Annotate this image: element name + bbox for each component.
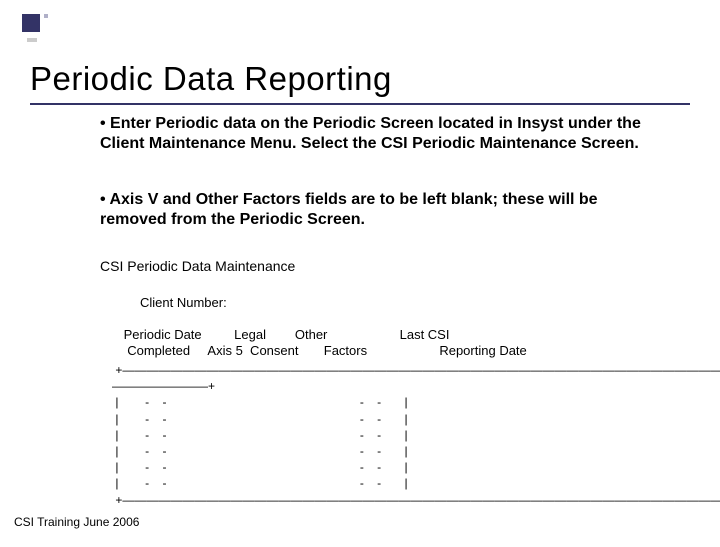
- table-column-headers: Periodic Date Legal Other Last CSI Compl…: [120, 327, 680, 360]
- bullet-1: • Enter Periodic data on the Periodic Sc…: [100, 114, 660, 155]
- client-number-label: Client Number:: [140, 295, 227, 310]
- footer-text: CSI Training June 2006: [14, 515, 139, 529]
- ascii-table-frame: +———————————————————————————————————————…: [112, 362, 712, 508]
- bullet-2: • Axis V and Other Factors fields are to…: [100, 190, 660, 231]
- slide-accent-decor: [22, 14, 48, 40]
- page-title: Periodic Data Reporting: [30, 60, 392, 98]
- section-subheading: CSI Periodic Data Maintenance: [100, 258, 295, 274]
- title-underline: [30, 103, 690, 105]
